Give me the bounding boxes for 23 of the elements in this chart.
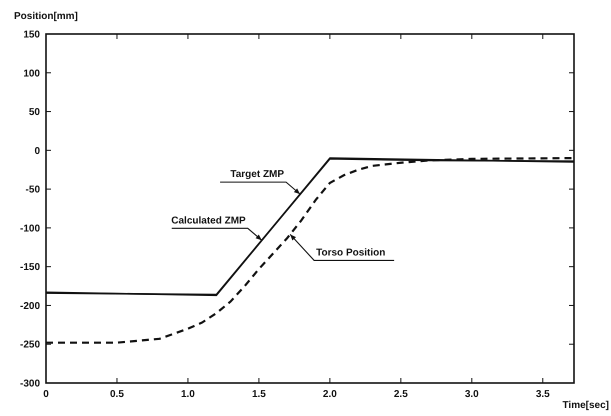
y-tick-label: -150	[20, 262, 40, 274]
x-tick-label: 1.0	[180, 389, 196, 400]
y-tick-label: 50	[28, 107, 40, 118]
x-tick-label: 3.5	[536, 389, 550, 400]
x-tick-label: 0.5	[110, 389, 124, 400]
x-tick-label: 3.0	[464, 389, 480, 400]
x-tick-label: 2.5	[394, 389, 408, 400]
text: Target ZMP	[230, 169, 284, 180]
y-tick-label: -250	[20, 340, 40, 351]
text: Calculated ZMP	[171, 215, 246, 226]
y-tick-label: 100	[23, 68, 40, 80]
y-tick-label: -100	[20, 223, 40, 234]
y-tick-label: -50	[26, 184, 40, 196]
y-tick-label: -300	[20, 378, 40, 390]
x-tick-label: 2.0	[322, 389, 338, 400]
text: Torso Position	[316, 247, 386, 258]
x-axis-title: Time[sec]	[562, 400, 609, 411]
y-tick-label: -200	[20, 300, 40, 312]
y-tick-label: 0	[34, 146, 40, 157]
x-tick-label: 1.5	[252, 389, 266, 400]
y-tick-label: 150	[23, 30, 40, 40]
x-tick-label: 0	[43, 389, 50, 400]
y-axis-title: Position[mm]	[14, 11, 78, 22]
